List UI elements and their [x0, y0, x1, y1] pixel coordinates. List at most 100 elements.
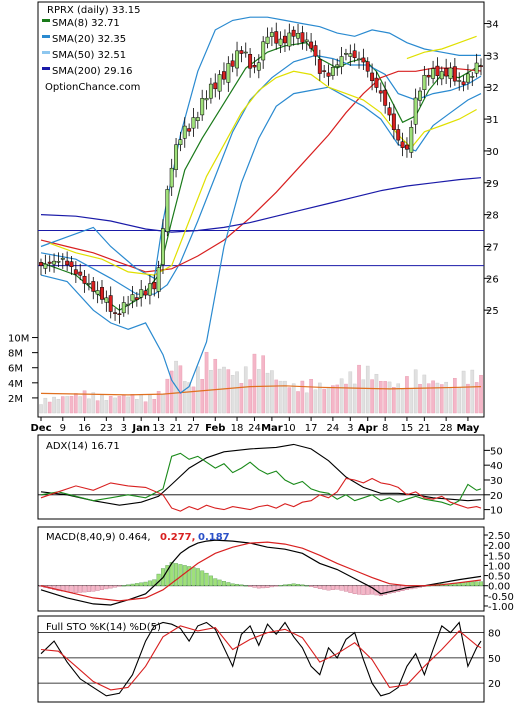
candle-up	[413, 97, 418, 125]
macd-hist-bar	[187, 566, 192, 586]
volume-bar	[226, 369, 231, 414]
volume-bar	[43, 397, 48, 414]
volume-bar	[143, 401, 148, 414]
candle-up	[43, 263, 48, 269]
volume-bar	[113, 397, 117, 414]
macd-hist-bar	[113, 585, 118, 588]
candle-up	[457, 80, 462, 82]
series-envelope	[49, 70, 477, 276]
volume-bar	[300, 380, 305, 414]
macd-hist-bar	[248, 585, 253, 587]
candle-up	[95, 290, 100, 295]
sto-lines	[40, 621, 482, 697]
volume-bar	[235, 371, 239, 414]
volume-bar	[74, 393, 78, 414]
watermark: OptionChance.com	[45, 82, 140, 93]
volume-bar	[152, 398, 157, 414]
candle-up	[191, 117, 196, 129]
sto-y-tick-labels: 20 50 80	[488, 629, 501, 691]
volume-bar	[296, 391, 300, 414]
macd-hist-bar	[352, 585, 357, 595]
x-tick-label-4: 3	[121, 423, 127, 434]
x-tick-label-11: 24	[248, 423, 261, 434]
x-tick-label-5: Jan	[131, 423, 150, 434]
macd-title: MACD(8,40,9) 0.464,	[46, 532, 151, 543]
volume-bar	[435, 382, 440, 414]
adx-series--di	[40, 452, 482, 506]
volume-bar	[439, 384, 444, 414]
volume-bar	[291, 383, 296, 414]
adx-tick-label-0: 10	[490, 506, 503, 517]
candle-up	[296, 33, 300, 39]
macd-hist-bar	[296, 583, 301, 586]
candle-down	[435, 65, 440, 77]
volume-bar	[178, 365, 183, 414]
sto-tick-label-0: 20	[488, 679, 501, 690]
macd-hist-bar	[235, 583, 240, 586]
sto-series-pct-d	[40, 625, 482, 691]
volume-bar	[270, 370, 274, 414]
volume-bar	[243, 366, 248, 414]
volume-bar	[335, 384, 340, 414]
x-tick-label-10: 18	[231, 423, 244, 434]
macd-hist-bar	[365, 585, 370, 595]
candle-down	[291, 29, 296, 37]
volume-bar	[318, 382, 322, 414]
macd-hist-bar	[165, 565, 170, 586]
volume-bar	[396, 383, 401, 414]
macd-hist-bar	[387, 585, 392, 594]
volume-bar	[248, 379, 252, 414]
candle-up	[121, 302, 126, 314]
price-tick-label-3: 28	[486, 211, 499, 222]
macd-hist-bar	[330, 585, 335, 590]
macd-hist-bar	[339, 585, 344, 591]
volume-bar	[261, 355, 265, 414]
volume-bar	[331, 385, 335, 414]
macd-hist-bar	[195, 568, 200, 586]
price-tick-label-2: 27	[486, 242, 499, 253]
x-tick-label-19: 15	[401, 423, 414, 434]
sto-tick-label-1: 50	[488, 654, 501, 665]
adx-tick-label-3: 40	[490, 461, 503, 472]
candle-up	[130, 294, 135, 302]
macd-hist-bar	[256, 585, 261, 589]
macd-hist-bar	[191, 567, 196, 586]
volume-bar	[239, 383, 244, 414]
macd-hist-bar	[182, 565, 187, 586]
volume-bar	[217, 368, 222, 414]
candle-down	[117, 313, 122, 315]
macd-hist-bar	[291, 583, 296, 586]
candle-down	[452, 66, 457, 82]
volume-bar	[135, 399, 139, 414]
price-tick-label-7: 32	[486, 83, 499, 94]
candle-up	[304, 39, 309, 42]
macd-tick-label-1: 2.00	[488, 541, 510, 552]
candle-down	[361, 57, 366, 63]
macd-hist-bar	[317, 585, 322, 589]
volume-bar	[431, 380, 435, 414]
volume-bar	[104, 400, 109, 414]
volume-tick-label-3: 4M	[8, 379, 23, 390]
macd-tick-label-2: 1.50	[488, 551, 510, 562]
volume-tick-label-1: 8M	[8, 349, 23, 360]
macd-hist-bar	[73, 585, 78, 593]
candle-down	[248, 54, 253, 69]
legend-swatch-sma8	[42, 19, 50, 22]
candle-down	[100, 287, 104, 300]
volume-bar	[304, 392, 309, 414]
volume-bar	[309, 379, 313, 414]
candle-down	[326, 72, 331, 77]
macd-hist-bar	[213, 578, 218, 586]
volume-bar	[422, 374, 427, 414]
x-tick-labels: Dec 9 16 23 3 Jan 13 21 27 Feb 18 24 Mar 10 17 24 3 Apr 8 1…	[30, 417, 480, 434]
x-tick-label-3: 23	[100, 423, 113, 434]
macd-series-signal	[40, 541, 482, 602]
volume-bar	[383, 381, 387, 414]
macd-hist-bar	[396, 585, 401, 592]
volume-bar	[283, 380, 287, 414]
candle-up	[204, 98, 209, 101]
macd-panel: 2.502.001.501.000.500.00-0.50-1.00 MACD(…	[37, 526, 514, 613]
candle-up	[226, 63, 231, 83]
macd-hist-bar	[174, 563, 179, 586]
